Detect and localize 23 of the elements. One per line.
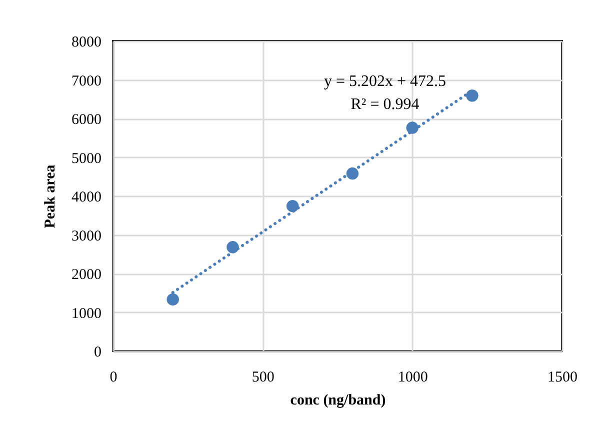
point <box>286 200 299 212</box>
y-tick-label: 8000 <box>72 34 102 50</box>
y-tick-label: 6000 <box>72 112 102 128</box>
x-tick-label: 0 <box>110 370 118 386</box>
y-tick-label: 0 <box>94 344 102 360</box>
y-tick-label: 1000 <box>72 306 102 322</box>
point <box>346 167 359 180</box>
y-tick-label: 3000 <box>72 228 102 244</box>
point <box>466 90 478 102</box>
point <box>166 293 179 306</box>
point <box>226 241 239 254</box>
x-axis-title: conc (ng/band) <box>290 392 386 408</box>
point <box>406 122 418 134</box>
y-tick-label: 2000 <box>72 267 102 283</box>
y-tick-label: 5000 <box>72 150 102 167</box>
y-tick-label: 4000 <box>72 190 102 206</box>
annotation: R² = 0.994 <box>350 96 420 113</box>
x-tick-label: 500 <box>252 370 274 386</box>
y-axis-title: Peak area <box>42 164 58 228</box>
x-tick-label: 1500 <box>548 370 578 386</box>
annotation: y = 5.202x + 472.5 <box>324 73 446 90</box>
x-tick-label: 1000 <box>398 370 428 386</box>
y-tick-label: 7000 <box>72 73 102 90</box>
